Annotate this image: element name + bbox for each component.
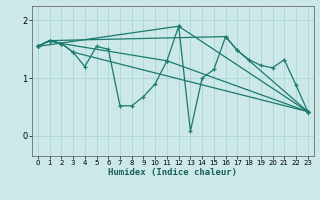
X-axis label: Humidex (Indice chaleur): Humidex (Indice chaleur) — [108, 168, 237, 177]
